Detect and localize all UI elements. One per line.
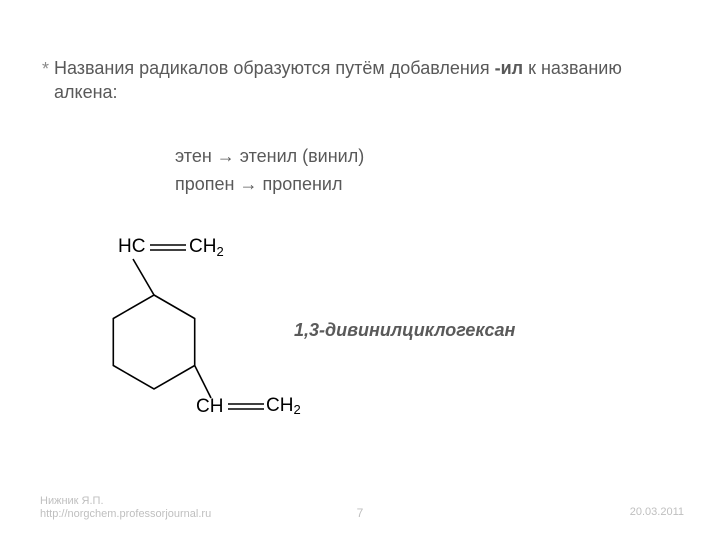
chem-label-ch2-top: CH2 xyxy=(189,236,224,259)
example-line-2: пропен → пропенил xyxy=(175,171,364,199)
chemical-structure: HC CH2 CH CH2 xyxy=(58,215,278,445)
footer-date: 20.03.2011 xyxy=(630,506,684,518)
compound-name: 1,3-дивинилциклогексан xyxy=(294,320,515,341)
bullet-paragraph: * Названия радикалов образуются путём до… xyxy=(54,56,654,105)
bullet-star-icon: * xyxy=(42,57,49,81)
chem-label-hc: HC xyxy=(118,236,145,257)
chem-label-ch2-bottom: CH2 xyxy=(266,395,301,417)
slide: * Названия радикалов образуются путём до… xyxy=(0,0,720,540)
bullet-suffix: -ил xyxy=(495,58,524,78)
example-line-1: этен → этенил (винил) xyxy=(175,143,364,171)
chem-label-ch-bottom: CH xyxy=(196,396,223,417)
footer-page-number: 7 xyxy=(0,506,720,520)
bullet-text-before: Названия радикалов образуются путём доба… xyxy=(54,58,495,78)
examples-block: этен → этенил (винил) пропен → пропенил xyxy=(175,143,364,199)
